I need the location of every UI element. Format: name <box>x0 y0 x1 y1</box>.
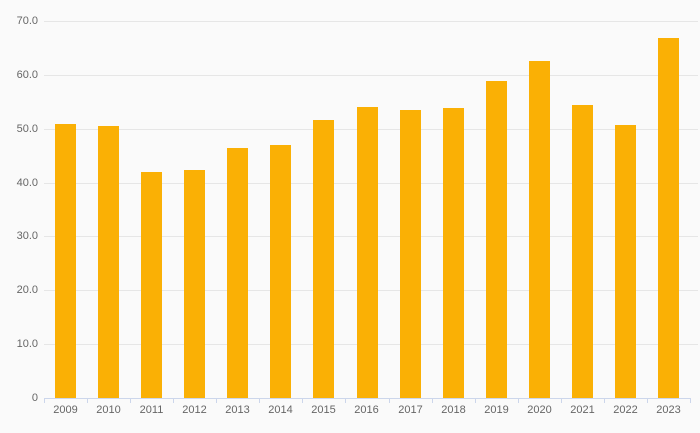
bar-2016[interactable] <box>357 107 378 398</box>
bar-2017[interactable] <box>400 110 421 398</box>
x-axis-tick <box>87 398 88 403</box>
bar-2013[interactable] <box>227 147 248 398</box>
x-axis-tick <box>561 398 562 403</box>
x-axis-tick <box>259 398 260 403</box>
x-tick-label: 2022 <box>613 404 638 416</box>
x-axis-tick <box>44 398 45 403</box>
x-tick-label: 2016 <box>354 404 379 416</box>
x-tick-label: 2013 <box>225 404 250 416</box>
x-axis-tick <box>216 398 217 403</box>
x-tick-label: 2021 <box>570 404 595 416</box>
bar-2021[interactable] <box>572 105 593 398</box>
y-tick-label: 60.0 <box>16 69 38 81</box>
y-tick-label: 50.0 <box>16 123 38 135</box>
bar-2012[interactable] <box>184 169 205 398</box>
x-tick-label: 2011 <box>139 404 164 416</box>
bar-2018[interactable] <box>443 107 464 398</box>
x-tick-label: 2020 <box>527 404 552 416</box>
bar-2011[interactable] <box>141 171 162 398</box>
y-tick-label: 70.0 <box>16 15 38 27</box>
y-tick-label: 0 <box>31 392 38 404</box>
x-tick-label: 2010 <box>96 404 121 416</box>
x-axis-tick <box>690 398 691 403</box>
x-axis-tick <box>475 398 476 403</box>
y-tick-label: 10.0 <box>16 338 38 350</box>
bar-2023[interactable] <box>658 38 679 398</box>
x-tick-label: 2009 <box>53 404 78 416</box>
x-axis-tick <box>302 398 303 403</box>
bar-2020[interactable] <box>529 61 550 398</box>
y-tick-label: 30.0 <box>16 230 38 242</box>
x-tick-label: 2015 <box>311 404 336 416</box>
x-tick-label: 2023 <box>656 404 681 416</box>
bar-2010[interactable] <box>98 126 119 398</box>
x-axis-tick <box>518 398 519 403</box>
gridline <box>44 75 698 76</box>
x-axis-tick <box>389 398 390 403</box>
gridline <box>44 21 698 22</box>
x-axis-tick <box>173 398 174 403</box>
bar-2019[interactable] <box>486 80 507 398</box>
bar-2022[interactable] <box>615 124 636 398</box>
x-tick-label: 2017 <box>398 404 423 416</box>
bar-2009[interactable] <box>55 123 76 398</box>
x-axis-tick <box>432 398 433 403</box>
x-axis-tick <box>647 398 648 403</box>
x-axis-tick <box>604 398 605 403</box>
x-tick-label: 2018 <box>441 404 466 416</box>
y-tick-label: 40.0 <box>16 177 38 189</box>
bar-2014[interactable] <box>270 144 291 398</box>
x-tick-label: 2014 <box>268 404 293 416</box>
x-tick-label: 2019 <box>484 404 509 416</box>
plot-area <box>44 21 698 403</box>
x-axis-tick <box>130 398 131 403</box>
bar-2015[interactable] <box>313 120 334 398</box>
y-tick-label: 20.0 <box>16 284 38 296</box>
x-tick-label: 2012 <box>182 404 207 416</box>
x-axis-line <box>44 398 690 399</box>
x-axis-tick <box>345 398 346 403</box>
